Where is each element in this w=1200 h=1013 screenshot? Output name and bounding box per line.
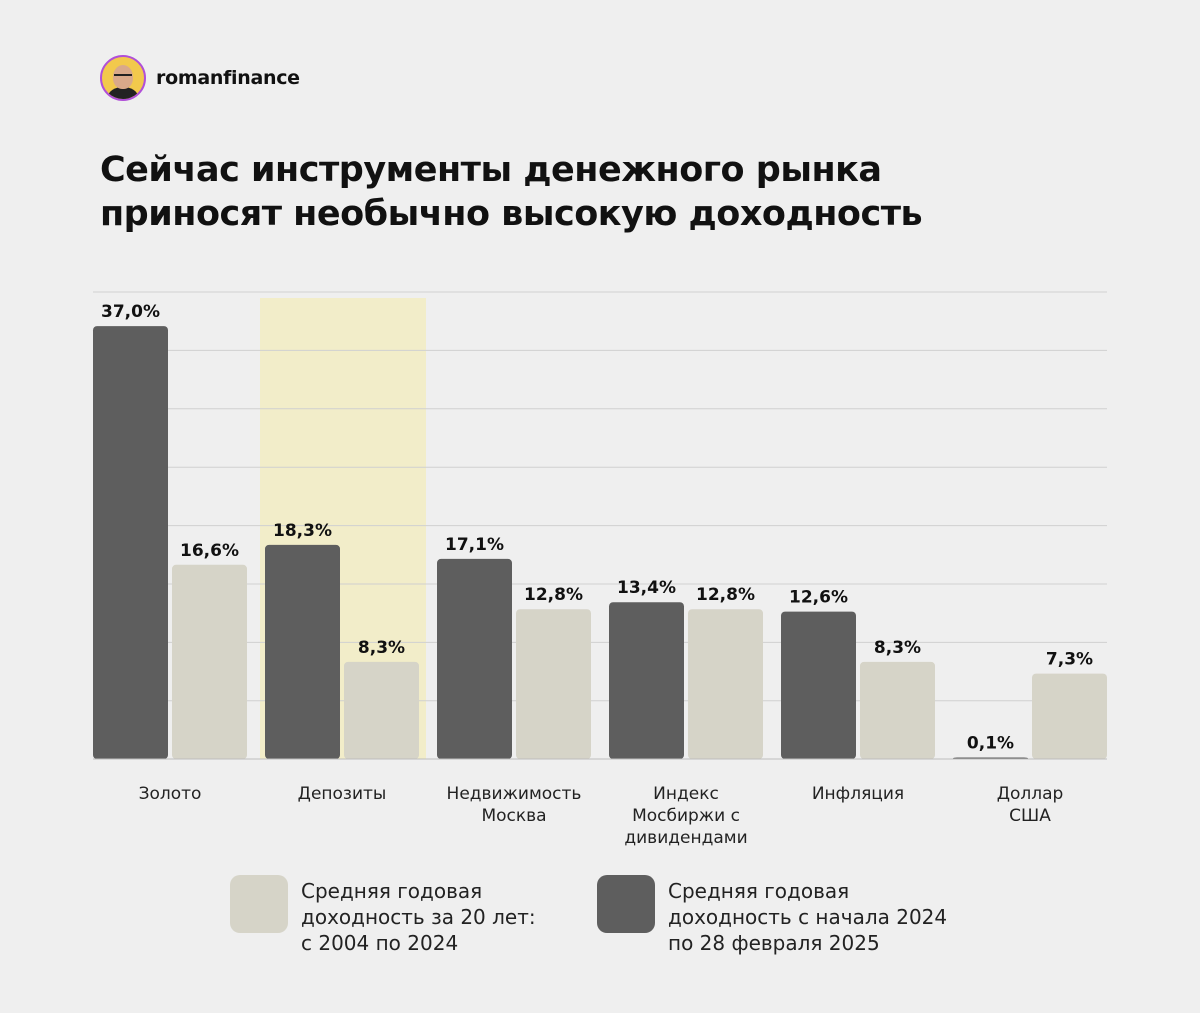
bar-recent [609,602,684,759]
data-label: 18,3% [273,521,332,541]
legend-label-20y: Средняя годовая доходность за 20 лет: с … [301,879,536,955]
bar-20y [516,609,591,759]
data-label: 8,3% [358,638,405,658]
category-label: США [1009,806,1051,826]
bar-recent [265,544,340,759]
data-label: 12,8% [696,585,755,605]
category-label: Недвижимость [447,784,582,804]
legend-swatch-recent [597,875,655,933]
title-line-2: приносят необычно высокую доходность [100,194,923,234]
data-label: 17,1% [445,535,504,555]
avatar[interactable] [100,55,146,101]
bar-20y [172,564,247,759]
legend-item-recent: Средняя годовая доходность с начала 2024… [597,875,947,956]
data-label: 37,0% [101,302,160,322]
brand-name[interactable]: romanfinance [156,67,300,89]
data-label: 16,6% [180,541,239,561]
bar-20y [344,661,419,759]
category-label: Москва [481,806,546,826]
bar-recent [781,611,856,759]
category-label: Золото [139,784,202,804]
data-label: 13,4% [617,578,676,598]
bar-20y [688,609,763,759]
title-line-1: Сейчас инструменты денежного рынка [100,150,882,190]
legend-label-recent: Средняя годовая доходность с начала 2024… [668,879,948,955]
data-label: 12,8% [524,585,583,605]
category-label: Депозиты [298,784,387,804]
data-label: 0,1% [967,734,1014,754]
legend-item-20y: Средняя годовая доходность за 20 лет: с … [230,875,536,956]
header: romanfinance [100,55,300,101]
bar-20y [1032,673,1107,759]
data-label: 7,3% [1046,650,1093,670]
bar-20y [860,661,935,759]
bar-recent [93,326,168,759]
data-label: 12,6% [789,588,848,608]
category-label: дивидендами [624,828,747,848]
data-label: 8,3% [874,638,921,658]
category-label: Доллар [997,784,1064,804]
category-label: Индекс [653,784,719,804]
category-label: Инфляция [812,784,904,804]
chart-title: Сейчас инструменты денежного рынка прино… [100,148,1000,236]
bar-recent [437,558,512,759]
category-label: Мосбиржи с [632,806,740,826]
legend-swatch-20y [230,875,288,933]
